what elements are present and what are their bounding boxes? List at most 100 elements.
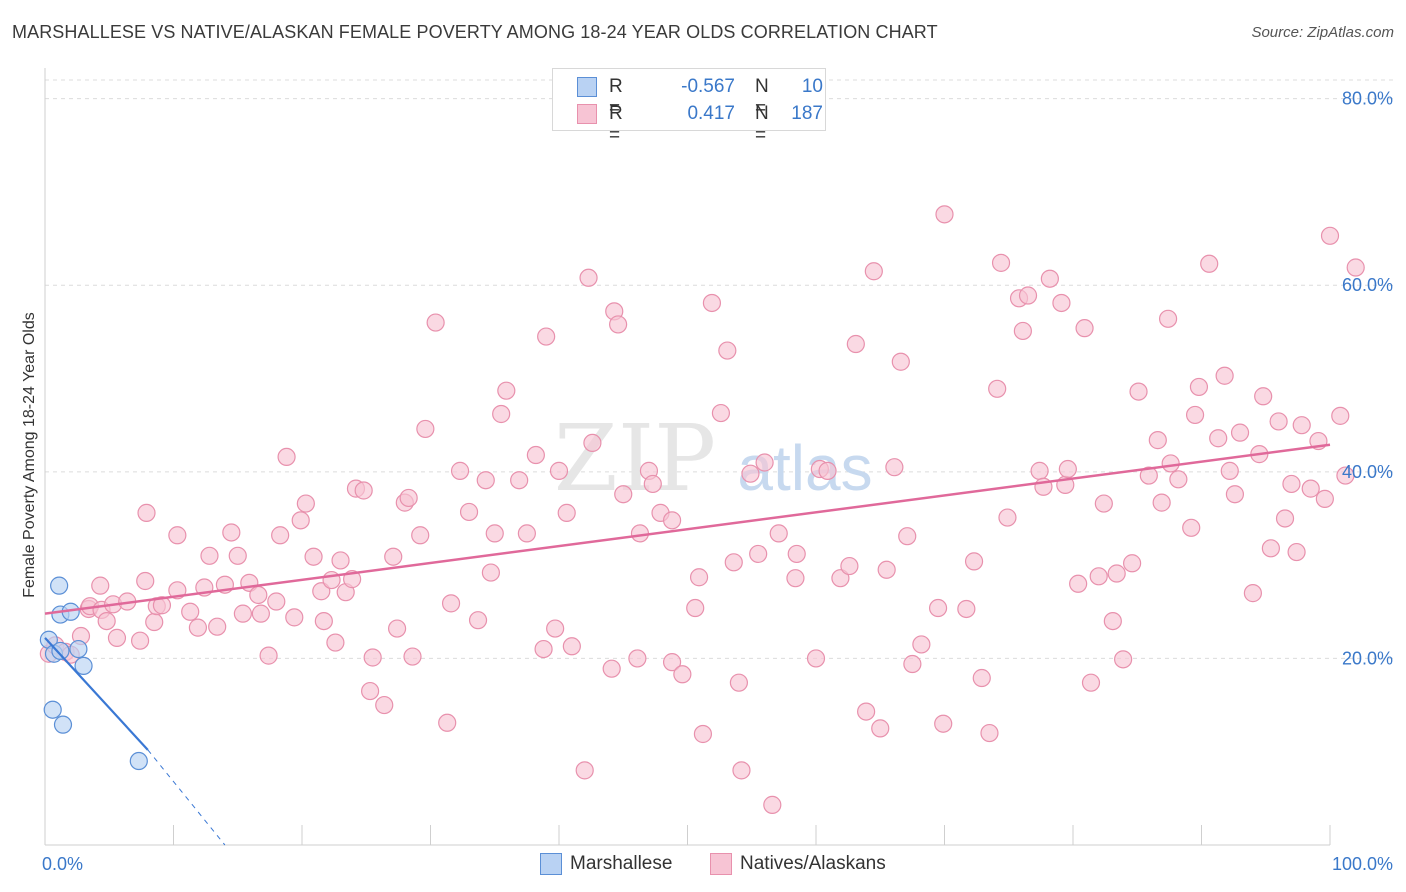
natives-alaskans-point xyxy=(972,668,991,688)
natives-alaskans-point xyxy=(1331,406,1350,425)
marshallese-point xyxy=(43,700,62,719)
natives-alaskans-point xyxy=(686,598,705,618)
legend-swatch-marshallese xyxy=(577,77,597,97)
natives-alaskans-point xyxy=(1182,518,1201,537)
watermark: ZIP atlas xyxy=(554,405,873,512)
natives-alaskans-point xyxy=(363,648,382,667)
natives-alaskans-point xyxy=(806,649,826,668)
natives-alaskans-point xyxy=(267,592,286,611)
legend-r-label: R = xyxy=(609,76,623,119)
natives-alaskans-point xyxy=(1269,412,1288,431)
natives-alaskans-point xyxy=(1320,226,1340,245)
natives-alaskans-point xyxy=(1107,564,1126,583)
natives-alaskans-point xyxy=(689,568,709,587)
natives-alaskans-point xyxy=(575,761,594,780)
legend-swatch-natives-alaskans xyxy=(710,853,732,875)
natives-alaskans-point xyxy=(693,724,713,744)
y-tick-labels: 20.0% 40.0% 60.0% 80.0% xyxy=(1342,89,1393,669)
natives-alaskans-point xyxy=(1261,539,1280,558)
natives-alaskans-point xyxy=(534,639,553,659)
natives-alaskans-point xyxy=(1069,574,1088,593)
natives-alaskans-point xyxy=(1243,584,1263,603)
natives-alaskans-point xyxy=(546,619,565,638)
legend-swatch-natives xyxy=(577,104,597,124)
natives-alaskans-point xyxy=(579,268,598,287)
marshallese-point xyxy=(69,639,88,659)
natives-alaskans-point xyxy=(877,560,896,579)
natives-alaskans-point xyxy=(711,403,731,423)
natives-alaskans-point xyxy=(957,599,976,619)
natives-alaskans-point xyxy=(208,617,227,636)
legend-r-value: 0.417 xyxy=(687,103,735,124)
correlation-legend: R = -0.567 N = 10 R = 0.417 N = 187 xyxy=(552,68,826,146)
natives-alaskans-point xyxy=(1018,286,1038,305)
marshallese-point xyxy=(129,751,148,771)
natives-alaskans-point xyxy=(562,637,581,656)
natives-alaskans-point xyxy=(1148,431,1167,450)
natives-alaskans-point xyxy=(549,461,569,480)
natives-alaskans-point xyxy=(818,461,837,480)
natives-alaskans-point xyxy=(188,618,208,637)
natives-alaskans-point xyxy=(354,481,373,500)
legend-n-value: 10 xyxy=(801,76,823,97)
legend-n-label: N = xyxy=(755,76,769,119)
marshallese-point xyxy=(74,656,93,675)
natives-alaskans-point xyxy=(450,461,470,480)
natives-alaskans-point xyxy=(1282,474,1301,494)
natives-alaskans-point xyxy=(468,611,488,630)
natives-alaskans-point xyxy=(137,503,156,522)
natives-alaskans-point xyxy=(492,404,511,424)
natives-alaskans-point xyxy=(934,714,953,733)
natives-alaskans-point xyxy=(233,604,252,623)
natives-alaskans-point xyxy=(643,474,662,494)
natives-alaskans-point xyxy=(1081,673,1101,692)
natives-alaskans-point xyxy=(991,253,1011,272)
legend-n-value: 187 xyxy=(791,103,823,124)
natives-alaskans-point xyxy=(459,502,479,522)
watermark-zip: ZIP xyxy=(554,405,716,512)
natives-alaskans-point xyxy=(130,631,150,650)
natives-alaskans-point xyxy=(964,552,984,571)
natives-alaskans-point xyxy=(998,508,1017,527)
marshallese-point xyxy=(51,641,70,661)
legend-swatch-marshallese xyxy=(540,853,562,875)
marshallese-points xyxy=(39,576,148,771)
natives-alaskans-point xyxy=(1301,479,1320,498)
natives-alaskans-point xyxy=(304,547,323,566)
natives-alaskans-point xyxy=(416,419,435,439)
natives-alaskans-point xyxy=(510,471,529,490)
natives-alaskans-point xyxy=(732,761,751,780)
natives-alaskans-point xyxy=(1200,254,1219,273)
natives-alaskans-point xyxy=(326,633,345,652)
natives-alaskans-point xyxy=(786,569,805,588)
natives-alaskans-point xyxy=(1292,416,1311,435)
natives-alaskans-point xyxy=(517,524,536,543)
marshallese-point xyxy=(50,576,69,595)
natives-alaskans-point xyxy=(251,604,270,623)
natives-alaskans-point xyxy=(476,471,495,490)
natives-alaskans-point xyxy=(988,379,1007,398)
natives-alaskans-point xyxy=(787,544,806,564)
natives-alaskans-point xyxy=(1209,429,1228,448)
natives-alaskans-point xyxy=(912,635,931,654)
natives-alaskans-point xyxy=(91,576,110,595)
natives-alaskans-point xyxy=(864,262,883,281)
natives-alaskans-point xyxy=(107,628,127,647)
natives-alaskans-point xyxy=(291,511,310,530)
natives-alaskans-point xyxy=(831,569,850,588)
legend-r-label: R = xyxy=(609,103,623,146)
natives-alaskans-point xyxy=(285,608,304,627)
natives-alaskans-point xyxy=(200,546,219,565)
natives-alaskans-point xyxy=(630,524,650,543)
natives-alaskans-point xyxy=(898,527,917,546)
natives-alaskans-point xyxy=(935,205,954,224)
natives-alaskans-point xyxy=(1129,382,1148,401)
natives-alaskans-point xyxy=(259,646,278,665)
natives-alaskans-point xyxy=(1185,405,1205,425)
natives-alaskans-point xyxy=(846,334,865,354)
natives-alaskans-point xyxy=(249,585,268,605)
natives-alaskans-point xyxy=(222,523,241,542)
natives-alaskans-point xyxy=(331,551,350,570)
legend-label-marshallese: Marshallese xyxy=(570,853,673,874)
